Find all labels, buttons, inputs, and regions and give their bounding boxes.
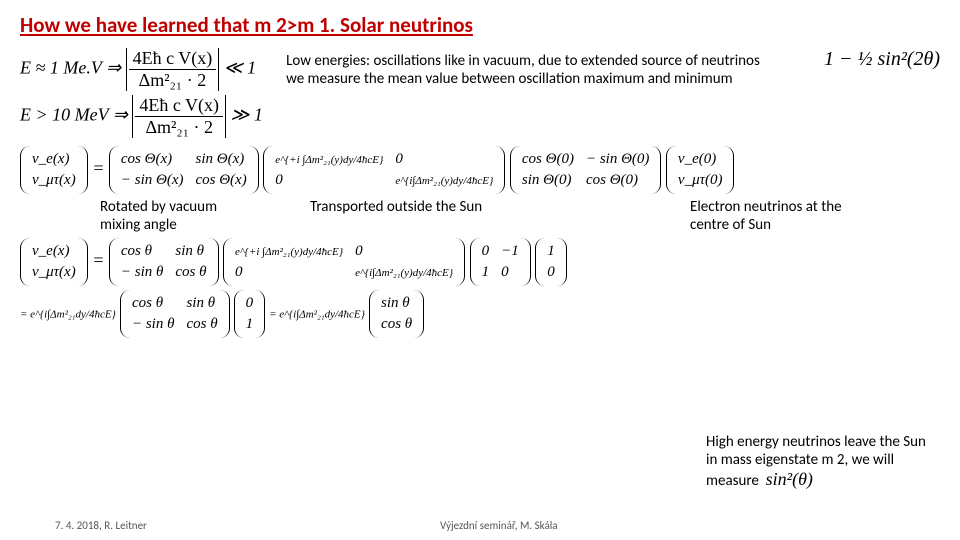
caption-centre: Electron neutrinos at the centre of Sun (690, 198, 850, 234)
caption-transported: Transported outside the Sun (310, 198, 510, 234)
matrix-eq-3: = e^{i∫Δm²₂₁dy/4ħcE} cos θsin θ− sin θco… (20, 290, 940, 338)
matrix-eq-2: ν_e(x)ν_μτ(x) = cos θsin θ− sin θcos θ e… (20, 238, 940, 286)
footer-seminar: Výjezdní seminář, M. Skála (440, 519, 558, 532)
low-energy-desc: Low energies: oscillations like in vacuu… (286, 48, 766, 88)
eq-high-energy: E > 10 MeV ⇒ 4Eħ c V(x)Δm²₂₁ · 2 ≫ 1 (20, 95, 940, 138)
caption-rotated: Rotated by vacuum mixing angle (100, 198, 250, 234)
eq-low-energy: E ≈ 1 Me.V ⇒ 4Eħ c V(x)Δm²₂₁ · 2 ≪ 1 (20, 48, 256, 91)
page-title: How we have learned that m 2>m 1. Solar … (20, 12, 940, 38)
sin-square-result: 1 − ½ sin²(2θ) (824, 48, 940, 71)
footer-date: 7. 4. 2018, R. Leitner (55, 519, 147, 532)
matrix-eq-1: ν_e(x)ν_μτ(x) = cos Θ(x)sin Θ(x)− sin Θ(… (20, 146, 940, 194)
high-energy-note: High energy neutrinos leave the Sun in m… (706, 433, 936, 490)
